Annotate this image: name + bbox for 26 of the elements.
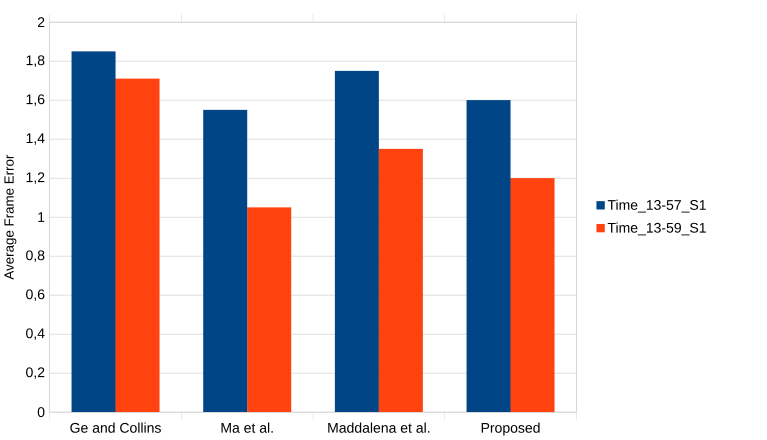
y-tick-label: 1,4 [26,133,45,145]
bar [466,100,511,412]
legend-label: Time_13-57_S1 [608,200,706,213]
x-tick-label: Proposed [482,422,540,436]
y-tick-label: 2 [38,17,44,27]
bar [378,148,423,412]
y-axis-title: Average Frame Error [4,154,16,280]
x-tick-label: Maddalena et al. [328,422,430,433]
bar [116,78,160,412]
bar [203,110,248,412]
x-tick-label: Ge and Collins [70,422,161,433]
bar [334,70,379,412]
y-tick-label: 0 [38,407,44,418]
bar [247,207,292,412]
y-tick-label: 0,6 [26,289,44,301]
legend-label: Time_13-59_S1 [608,222,706,236]
y-tick-label: 0,2 [26,367,44,379]
x-tick-label: Ma et al. [222,422,273,433]
y-tick-label: 1 [38,212,44,222]
y-tick-label: 0,4 [26,328,45,340]
y-tick-label: 1,2 [26,172,44,184]
bar [72,51,116,412]
y-tick-label: 1,8 [26,55,44,67]
y-tick-label: 0,8 [26,250,44,262]
bar [510,178,555,412]
y-tick-label: 1,6 [26,94,44,106]
